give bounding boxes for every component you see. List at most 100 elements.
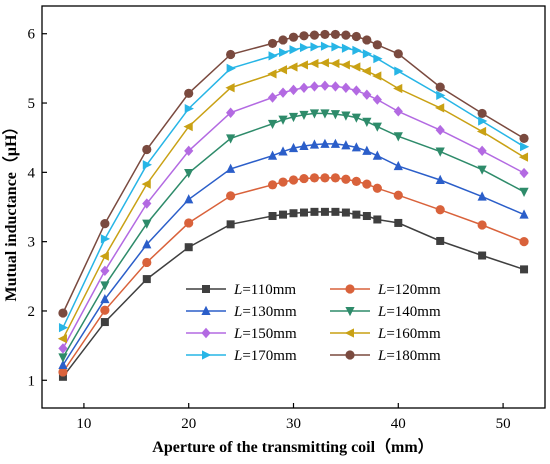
data-point — [309, 109, 320, 119]
data-point — [319, 58, 329, 68]
data-point — [267, 150, 278, 160]
series-line — [62, 33, 525, 314]
data-point — [279, 47, 289, 58]
data-point — [320, 173, 330, 183]
data-point — [289, 45, 299, 55]
data-point — [352, 210, 361, 219]
legend-item: L=150mm — [186, 326, 297, 342]
data-point — [288, 84, 299, 96]
series-line — [62, 112, 525, 358]
data-point — [58, 353, 68, 363]
y-tick-label: 6 — [28, 27, 36, 43]
data-point — [351, 62, 361, 72]
data-point — [184, 194, 194, 204]
data-point — [519, 187, 529, 197]
legend-marker — [345, 284, 355, 294]
legend-label: L=160mm — [377, 326, 441, 342]
data-point — [362, 35, 372, 45]
series-line — [62, 62, 525, 340]
data-point — [341, 174, 351, 184]
data-point — [351, 85, 361, 96]
data-point — [320, 41, 331, 51]
series-110mm — [58, 207, 529, 381]
data-point — [309, 30, 320, 40]
data-point — [362, 212, 371, 221]
legend-label-variable: L — [377, 326, 386, 342]
data-point — [309, 81, 320, 92]
x-tick-label: 30 — [286, 416, 301, 432]
data-point — [435, 205, 445, 215]
data-point — [393, 83, 403, 94]
series-170mm — [58, 41, 530, 333]
data-point — [330, 81, 341, 92]
legend-marker — [345, 307, 355, 317]
data-point — [278, 87, 288, 98]
data-point — [299, 140, 309, 151]
data-point — [100, 318, 109, 327]
data-point — [341, 111, 351, 121]
data-point — [372, 71, 382, 81]
data-point — [184, 169, 194, 179]
data-point — [351, 31, 361, 42]
legend-item: L=180mm — [330, 348, 441, 364]
x-tick-label: 10 — [76, 416, 91, 432]
data-point — [226, 163, 236, 173]
data-point — [226, 220, 235, 229]
data-point — [477, 165, 487, 175]
legend-label-value: =120mm — [386, 282, 441, 298]
data-point — [184, 88, 194, 98]
data-point — [58, 372, 67, 381]
data-point — [519, 167, 529, 179]
legend-marker — [345, 350, 355, 360]
legend-label: L=120mm — [377, 282, 441, 298]
data-point — [184, 243, 193, 252]
y-tick-label: 3 — [28, 235, 36, 251]
data-point — [309, 58, 319, 69]
data-point — [331, 42, 341, 52]
legend-label: L=150mm — [233, 326, 297, 342]
data-point — [393, 49, 403, 59]
legend-label-value: =160mm — [386, 326, 441, 342]
data-point — [267, 92, 278, 103]
data-point — [268, 212, 277, 221]
data-point — [267, 38, 278, 49]
data-point — [436, 236, 445, 245]
data-point — [58, 367, 68, 377]
x-tick-label: 20 — [181, 416, 196, 432]
data-point — [435, 103, 445, 113]
x-axis-title: Aperture of the transmitting coil（mm） — [152, 438, 433, 456]
series-160mm — [57, 58, 529, 344]
y-tick-label: 1 — [28, 373, 36, 389]
data-point — [477, 220, 487, 230]
data-point — [393, 190, 403, 200]
legend-label-variable: L — [377, 282, 386, 298]
series-120mm — [58, 173, 529, 377]
data-point — [372, 122, 382, 132]
data-point — [184, 218, 194, 228]
data-point — [299, 110, 309, 121]
x-tick-label: 50 — [496, 416, 511, 432]
legend-label: L=110mm — [233, 282, 296, 298]
legend-marker — [201, 305, 211, 315]
data-point — [142, 160, 152, 170]
data-point — [477, 145, 487, 157]
data-point — [520, 265, 529, 274]
data-point — [142, 239, 152, 249]
legend-label: L=170mm — [233, 348, 297, 364]
legend-item: L=140mm — [330, 304, 441, 320]
series-layer — [57, 29, 530, 381]
data-point — [278, 146, 288, 156]
series-180mm — [58, 29, 529, 318]
legend-marker — [202, 350, 212, 360]
legend-label-variable: L — [377, 304, 386, 320]
legend-marker — [344, 328, 354, 338]
series-line — [62, 84, 525, 349]
data-point — [320, 109, 330, 119]
data-point — [309, 139, 320, 149]
data-point — [184, 103, 194, 114]
data-point — [519, 237, 529, 247]
data-point — [288, 62, 298, 72]
data-point — [352, 45, 362, 55]
data-point — [394, 66, 404, 76]
